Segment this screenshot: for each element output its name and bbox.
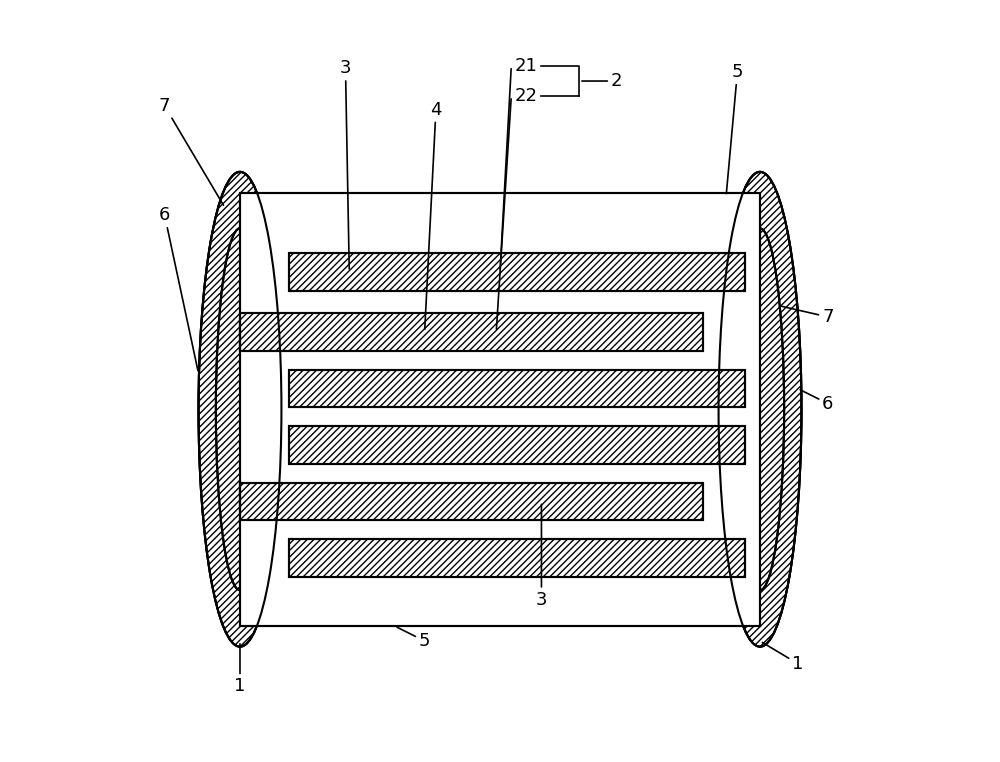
Ellipse shape xyxy=(736,229,784,590)
Text: 7: 7 xyxy=(782,306,834,326)
Bar xyxy=(240,313,703,351)
Text: 2: 2 xyxy=(582,72,623,90)
Bar xyxy=(289,539,745,577)
Ellipse shape xyxy=(719,172,801,647)
Bar xyxy=(289,253,745,290)
Bar xyxy=(289,426,745,464)
Ellipse shape xyxy=(199,172,281,647)
Bar xyxy=(240,483,703,520)
Text: 5: 5 xyxy=(726,63,743,194)
Bar xyxy=(240,193,760,626)
Text: 7: 7 xyxy=(159,97,223,205)
Bar xyxy=(289,370,745,408)
Text: 3: 3 xyxy=(536,504,547,609)
Bar xyxy=(240,483,703,520)
Text: 5: 5 xyxy=(397,627,430,650)
Text: 6: 6 xyxy=(159,207,198,371)
Bar xyxy=(240,313,703,351)
Text: 1: 1 xyxy=(234,644,246,695)
Text: 1: 1 xyxy=(762,642,803,673)
Bar xyxy=(289,253,745,290)
Text: 6: 6 xyxy=(800,390,834,412)
Ellipse shape xyxy=(216,229,264,590)
Text: 4: 4 xyxy=(425,101,442,329)
Text: 21: 21 xyxy=(515,57,538,75)
Bar xyxy=(289,370,745,408)
Text: 3: 3 xyxy=(340,59,351,269)
Text: 22: 22 xyxy=(515,87,538,105)
Bar xyxy=(240,193,760,626)
Bar xyxy=(289,539,745,577)
Bar xyxy=(289,426,745,464)
